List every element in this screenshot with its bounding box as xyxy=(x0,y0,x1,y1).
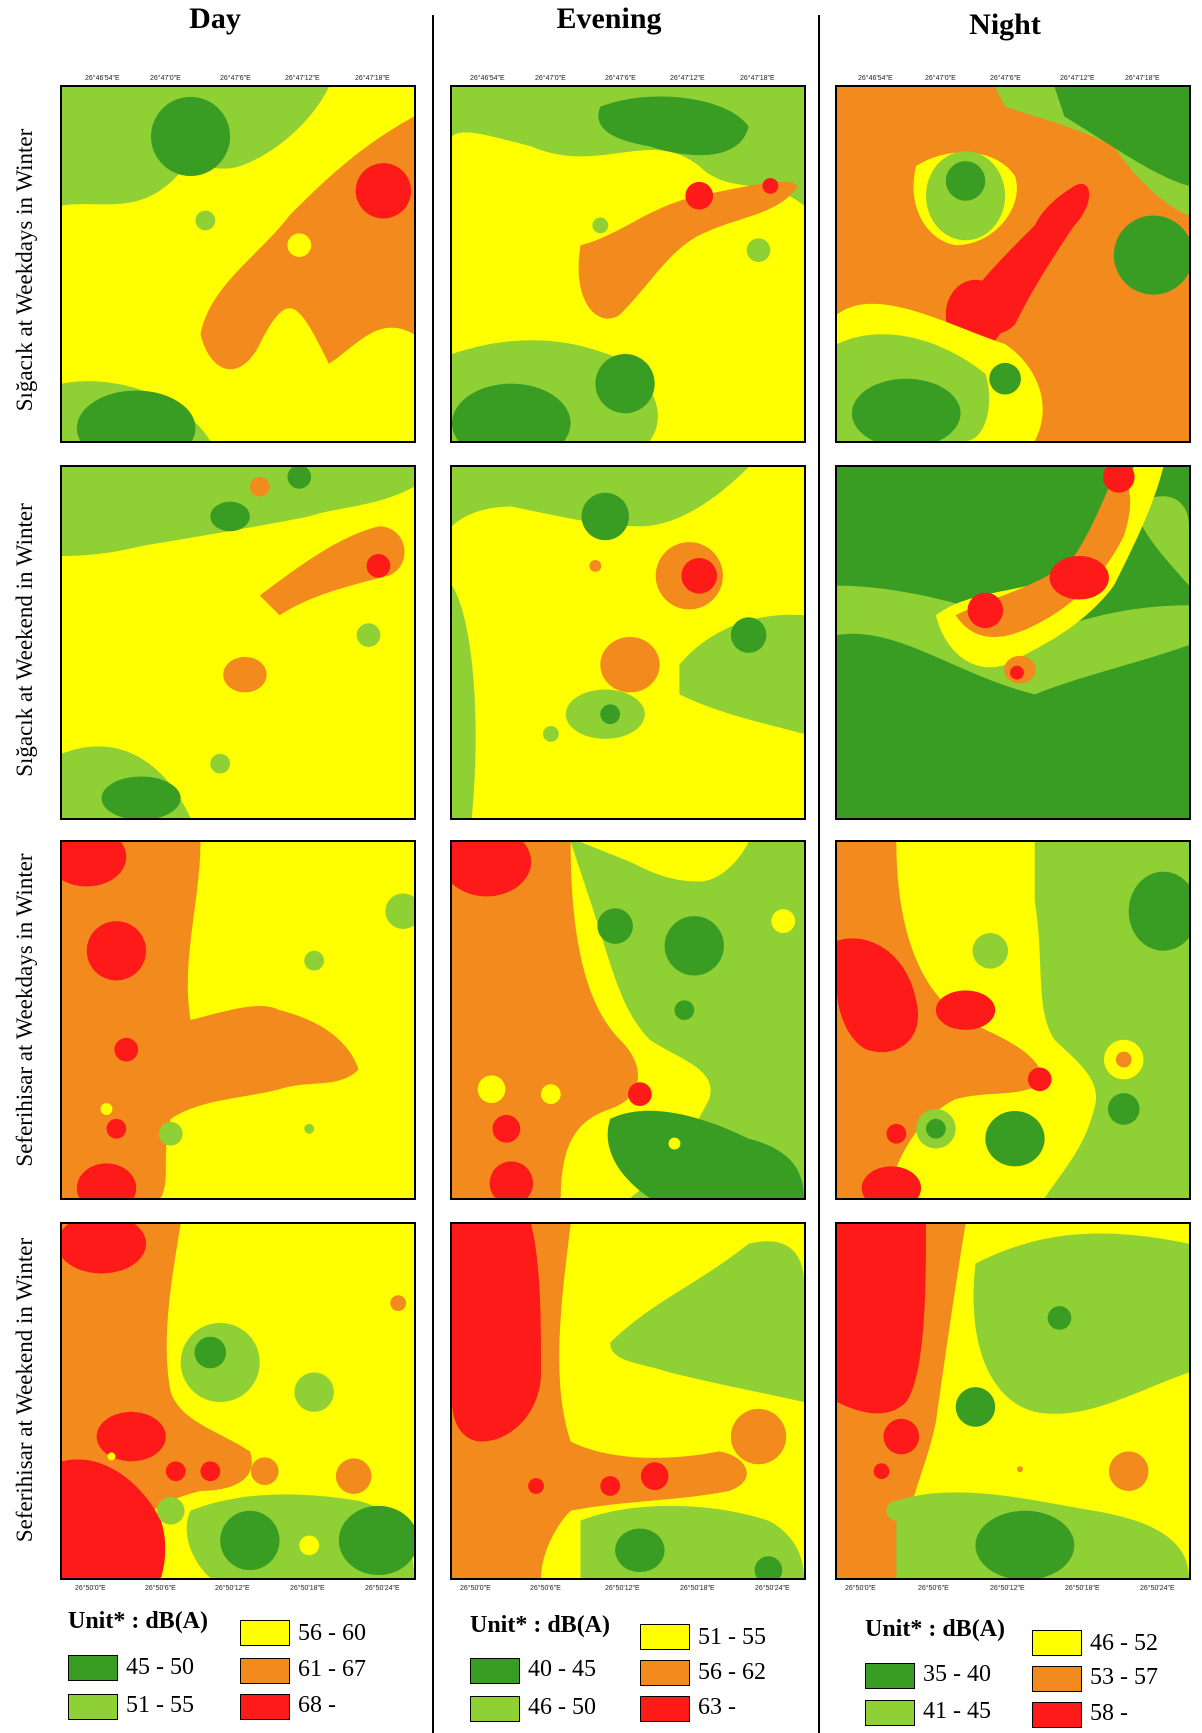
coordinate-label: 26°47'12"E xyxy=(670,75,705,82)
coordinate-label: 26°46'54"E xyxy=(470,75,505,82)
coordinate-label: 26°47'18"E xyxy=(1125,75,1160,82)
noise-map-seferihisar-weekend-night xyxy=(835,1222,1191,1580)
noise-map-sigacik-weekday-evening xyxy=(450,85,806,443)
coordinate-label: 26°50'12"E xyxy=(215,1585,250,1592)
coordinate-label: 26°47'0"E xyxy=(535,75,566,82)
legend-swatch xyxy=(470,1696,520,1722)
coordinate-label: 26°50'24"E xyxy=(365,1585,400,1592)
noise-map-seferihisar-weekend-evening xyxy=(450,1222,806,1580)
coordinate-label: 26°47'6"E xyxy=(990,75,1021,82)
legend-label: 45 - 50 xyxy=(126,1654,194,1680)
row-label: Seferihisar at Weekdays in Winter xyxy=(12,853,37,1167)
legend-label: 56 - 60 xyxy=(298,1620,366,1646)
legend-label: 61 - 67 xyxy=(298,1656,366,1682)
column-divider xyxy=(432,15,434,1733)
legend-swatch xyxy=(240,1658,290,1684)
row-label: Sığacık at Weekdays in Winter xyxy=(12,128,37,412)
coordinate-label: 26°50'6"E xyxy=(918,1585,949,1592)
coordinate-label: 26°47'6"E xyxy=(220,75,251,82)
coordinate-label: 26°50'6"E xyxy=(145,1585,176,1592)
coordinate-label: 26°50'24"E xyxy=(1140,1585,1175,1592)
legend-swatch xyxy=(1032,1630,1082,1656)
legend-label: 63 - xyxy=(698,1694,736,1720)
coordinate-label: 26°50'24"E xyxy=(755,1585,790,1592)
legend-label: 41 - 45 xyxy=(923,1698,991,1724)
coordinate-label: 26°47'12"E xyxy=(285,75,320,82)
coordinate-label: 26°50'0"E xyxy=(75,1585,106,1592)
legend-label: 51 - 55 xyxy=(126,1692,194,1718)
coordinate-label: 26°50'6"E xyxy=(530,1585,561,1592)
coordinate-label: 26°50'12"E xyxy=(990,1585,1025,1592)
noise-map-seferihisar-weekday-day xyxy=(60,840,416,1200)
legend-swatch xyxy=(240,1620,290,1646)
coordinate-label: 26°50'18"E xyxy=(290,1585,325,1592)
noise-map-seferihisar-weekend-day xyxy=(60,1222,416,1580)
coordinate-label: 26°47'0"E xyxy=(150,75,181,82)
column-divider xyxy=(818,15,820,1733)
legend-swatch xyxy=(1032,1702,1082,1728)
coordinate-label: 26°47'0"E xyxy=(925,75,956,82)
coordinate-label: 26°47'18"E xyxy=(355,75,390,82)
noise-map-seferihisar-weekday-evening xyxy=(450,840,806,1200)
legend-label: 68 - xyxy=(298,1692,336,1718)
column-title-night: Night xyxy=(969,8,1041,41)
coordinate-label: 26°50'0"E xyxy=(460,1585,491,1592)
legend-swatch xyxy=(68,1694,118,1720)
coordinate-label: 26°50'12"E xyxy=(605,1585,640,1592)
legend-label: 51 - 55 xyxy=(698,1624,766,1650)
legend-swatch xyxy=(470,1658,520,1684)
legend-swatch xyxy=(640,1696,690,1722)
legend-swatch xyxy=(640,1660,690,1686)
coordinate-label: 26°50'0"E xyxy=(845,1585,876,1592)
legend-label: 46 - 52 xyxy=(1090,1630,1158,1656)
coordinate-label: 26°47'18"E xyxy=(740,75,775,82)
noise-map-sigacik-weekday-night xyxy=(835,85,1191,443)
column-title-evening: Evening xyxy=(556,2,662,35)
legend-label: 56 - 62 xyxy=(698,1659,766,1685)
row-label: Sığacık at Weekend in Winter xyxy=(12,503,37,777)
column-title-day: Day xyxy=(189,2,241,35)
coordinate-label: 26°47'12"E xyxy=(1060,75,1095,82)
noise-map-sigacik-weekday-day xyxy=(60,85,416,443)
legend-label: 53 - 57 xyxy=(1090,1664,1158,1690)
legend-label: 46 - 50 xyxy=(528,1694,596,1720)
noise-map-sigacik-weekend-night xyxy=(835,465,1191,820)
coordinate-label: 26°46'54"E xyxy=(85,75,120,82)
noise-map-sigacik-weekend-evening xyxy=(450,465,806,820)
legend-label: 58 - xyxy=(1090,1700,1128,1726)
legend-swatch xyxy=(865,1663,915,1689)
coordinate-label: 26°46'54"E xyxy=(858,75,893,82)
noise-map-sigacik-weekend-day xyxy=(60,465,416,820)
row-label: Seferihisar at Weekend in Winter xyxy=(12,1237,37,1543)
legend-swatch xyxy=(865,1700,915,1726)
legend-swatch xyxy=(68,1655,118,1681)
legend-title: Unit* : dB(A) xyxy=(68,1608,209,1634)
legend-label: 35 - 40 xyxy=(923,1661,991,1687)
coordinate-label: 26°47'6"E xyxy=(605,75,636,82)
legend-swatch xyxy=(640,1624,690,1650)
legend-swatch xyxy=(240,1694,290,1720)
legend-label: 40 - 45 xyxy=(528,1656,596,1682)
legend-swatch xyxy=(1032,1666,1082,1692)
legend-title: Unit* : dB(A) xyxy=(470,1612,611,1638)
legend-title: Unit* : dB(A) xyxy=(865,1616,1006,1642)
noise-map-seferihisar-weekday-night xyxy=(835,840,1191,1200)
coordinate-label: 26°50'18"E xyxy=(1065,1585,1100,1592)
coordinate-label: 26°50'18"E xyxy=(680,1585,715,1592)
